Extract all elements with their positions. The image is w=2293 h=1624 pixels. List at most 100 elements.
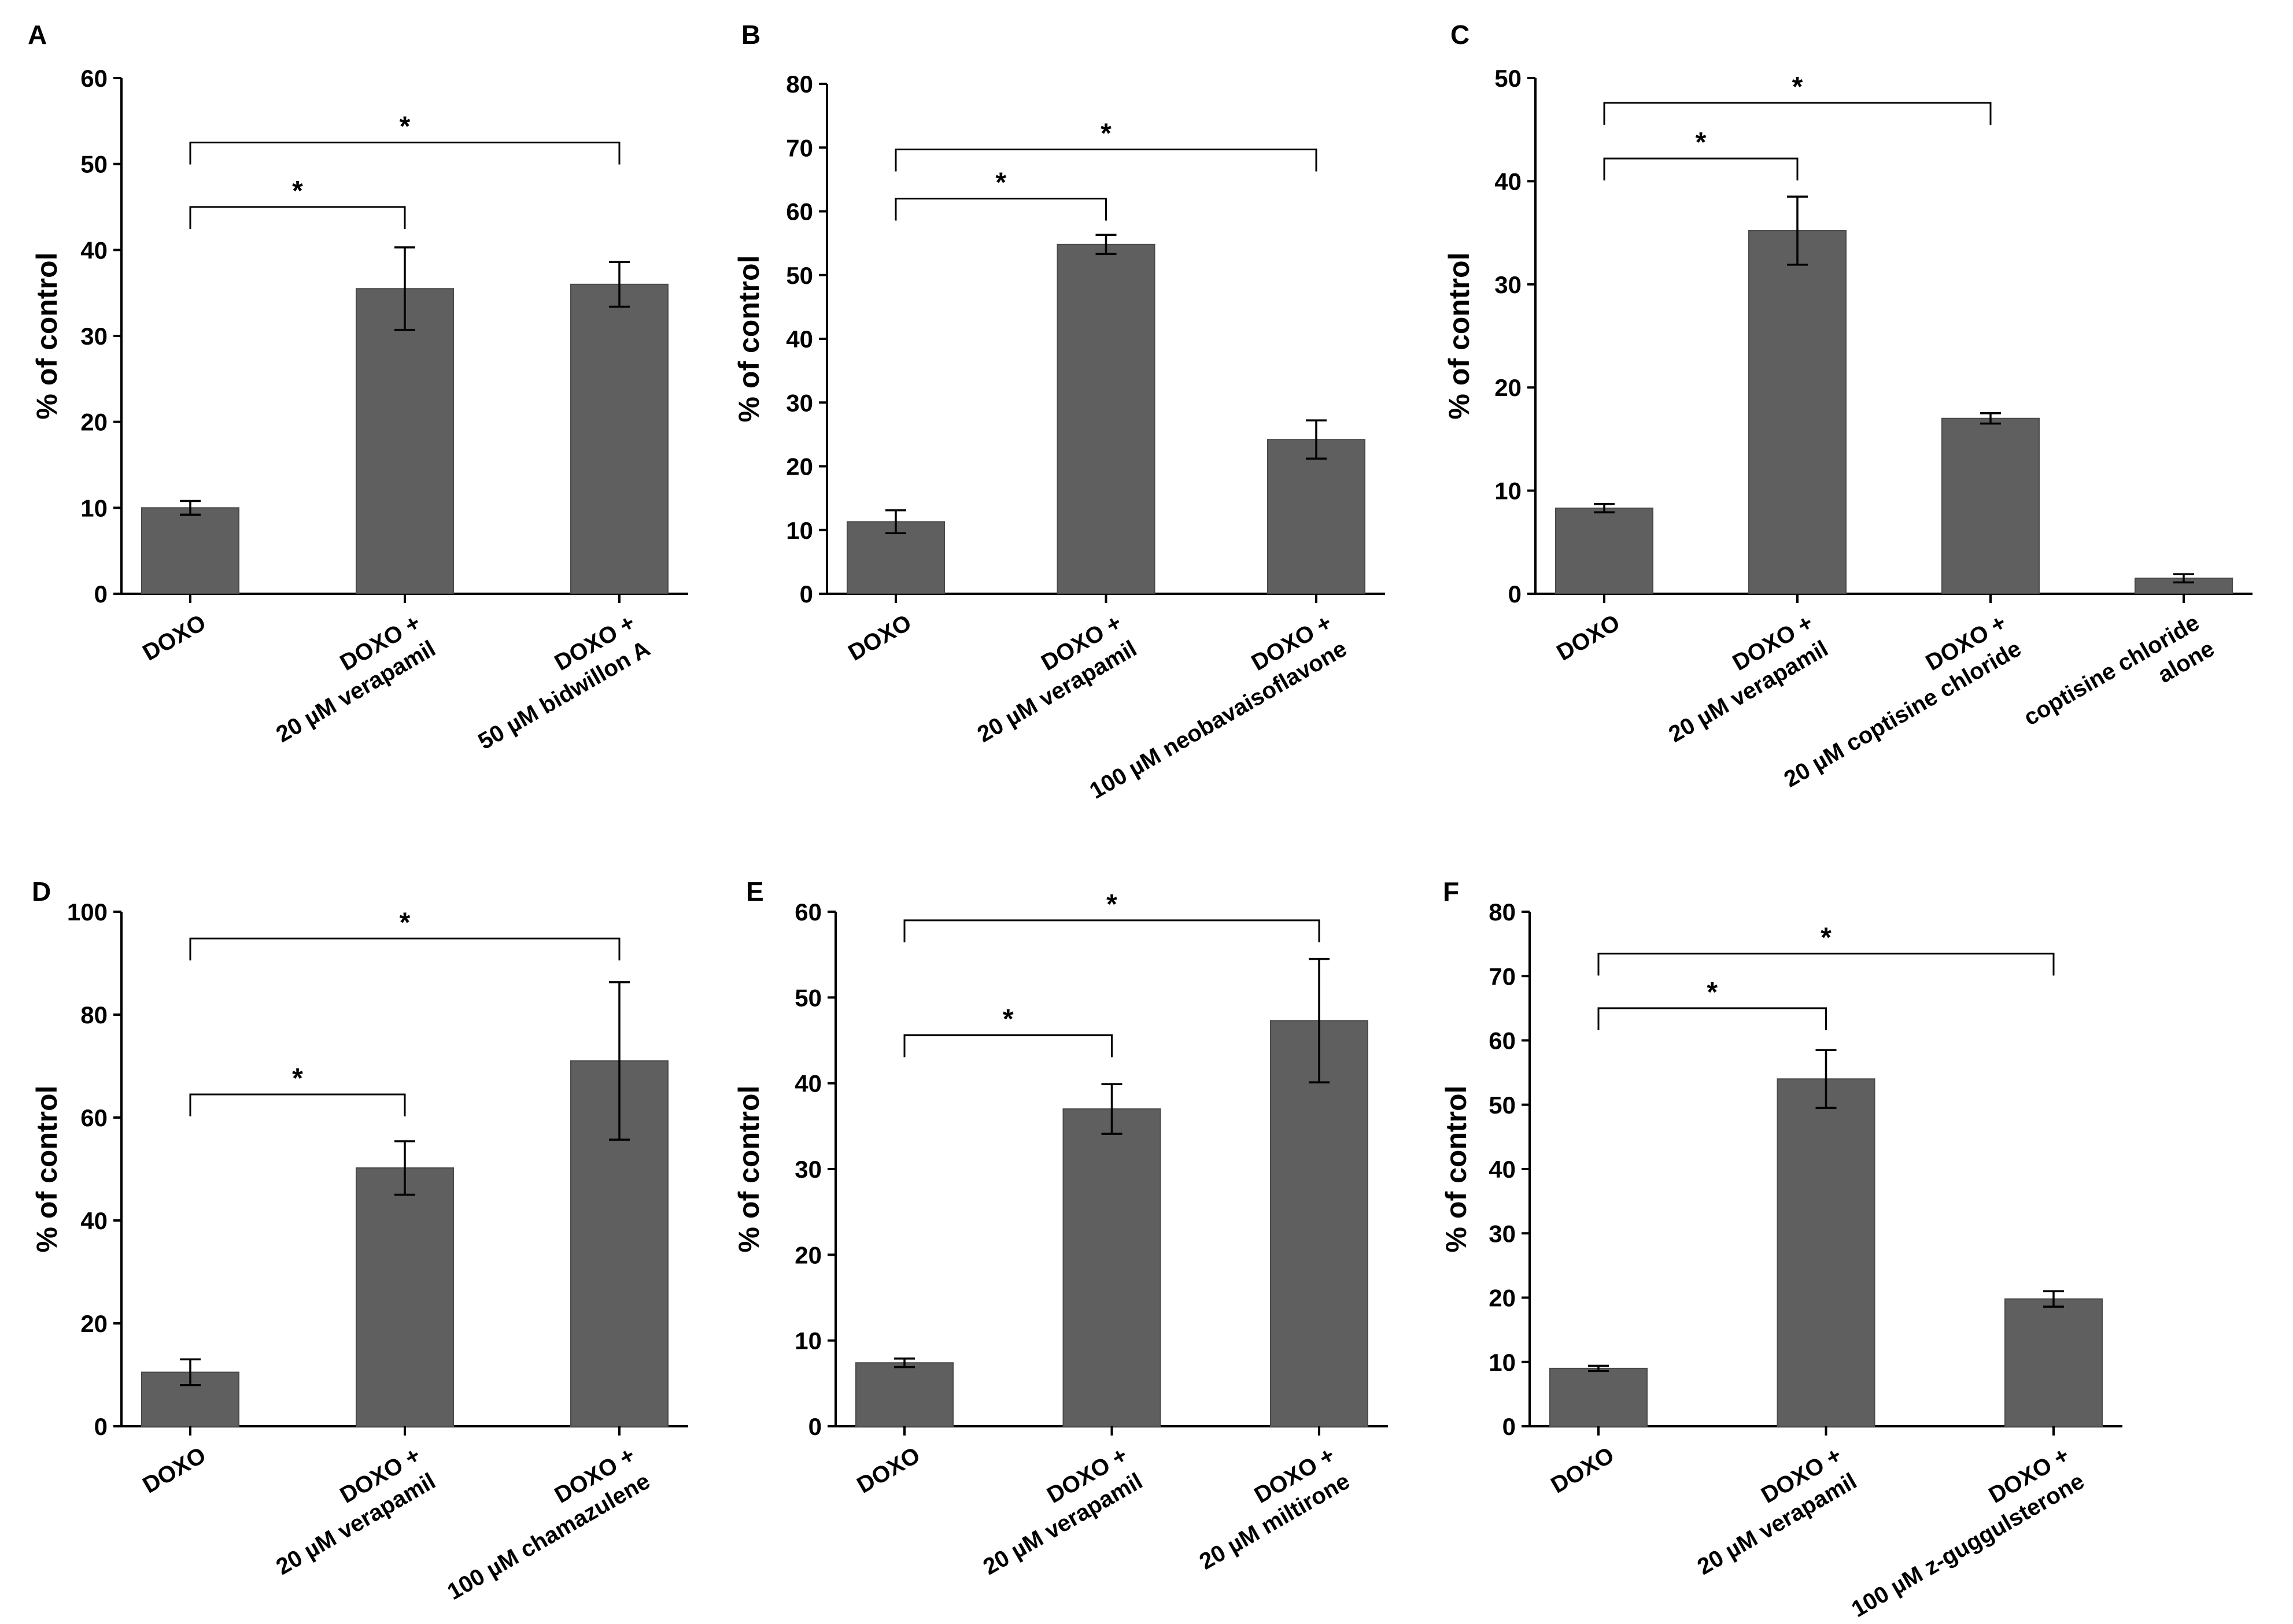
- bar: [1267, 439, 1365, 594]
- y-axis-title: % of control: [31, 253, 63, 420]
- significance-bracket: [1603, 102, 1992, 125]
- x-category-label: DOXO: [138, 1442, 210, 1499]
- x-category-label-line: 100 µM chamazulene: [443, 1468, 654, 1605]
- y-axis-title: % of control: [733, 1086, 765, 1253]
- bar: [855, 1362, 954, 1427]
- y-tick-label: 20: [1494, 374, 1522, 401]
- significance-star: *: [1696, 127, 1707, 158]
- significance-star: *: [1821, 922, 1832, 953]
- significance-bracket: [1603, 157, 1799, 181]
- bar: [1270, 1020, 1368, 1427]
- chart-panel-c: C % of control 0 10 20 30 40 50 DOXO DOXO +20 µM …: [1443, 20, 2253, 793]
- y-tick-label: 40: [786, 325, 813, 353]
- y-tick-label: 80: [80, 1001, 108, 1029]
- x-category-label-line: 100 µM z-guggulsterone: [1847, 1468, 2088, 1622]
- significance-bracket: [1597, 952, 2055, 976]
- bar: [570, 283, 669, 594]
- chart-panel-e: E % of control 0 10 20 30 40 50 60 DOXO DOXO +20 µ…: [733, 876, 1388, 1580]
- y-tick-label: 0: [1508, 580, 1522, 608]
- x-category-label: DOXO +20 µM verapamil: [257, 610, 440, 748]
- bar: [141, 507, 239, 594]
- x-category-label: coptisine chloridealone: [2019, 610, 2218, 757]
- bar: [1549, 1367, 1648, 1427]
- y-tick-label: 10: [795, 1327, 822, 1355]
- panel-letter: E: [746, 876, 764, 907]
- y-tick-label: 10: [786, 517, 813, 544]
- x-category-label-line: DOXO: [844, 610, 915, 666]
- bar: [356, 288, 454, 594]
- bar: [1057, 243, 1155, 594]
- x-category-label: DOXO +100 µM chamazulene: [428, 1442, 654, 1605]
- significance-star: *: [400, 112, 411, 142]
- significance-bracket: [1597, 1007, 1827, 1030]
- y-tick-label: 30: [795, 1156, 822, 1183]
- y-tick-label: 40: [1489, 1156, 1516, 1183]
- significance-bracket: [189, 1093, 406, 1116]
- panel-letter: C: [1450, 20, 1469, 50]
- y-tick-label: 60: [795, 898, 822, 926]
- y-tick-label: 50: [1489, 1092, 1516, 1119]
- significance-star: *: [995, 167, 1006, 198]
- x-category-label: DOXO +20 µM miltirone: [1180, 1442, 1354, 1575]
- y-axis-title: % of control: [1443, 253, 1475, 420]
- x-category-label: DOXO +20 µM verapamil: [257, 1442, 440, 1580]
- x-category-label-line: DOXO: [1552, 610, 1624, 666]
- significance-bracket: [895, 197, 1107, 221]
- y-tick-label: 50: [1494, 65, 1522, 92]
- y-tick-label: 0: [94, 580, 108, 608]
- chart-panel-f: F % of control 0 10 20 30 40 50 60 70 80 DOXO DOXO +…: [1440, 876, 2122, 1622]
- y-tick-label: 60: [1489, 1027, 1516, 1055]
- y-axis-title: % of control: [733, 256, 765, 423]
- panel-letter: A: [28, 20, 47, 50]
- y-tick-label: 60: [80, 65, 108, 92]
- y-tick-label: 10: [80, 494, 108, 521]
- significance-bracket: [895, 149, 1317, 172]
- x-category-label-line: DOXO: [138, 610, 210, 666]
- y-tick-label: 70: [786, 134, 813, 161]
- y-tick-label: 80: [786, 71, 813, 98]
- significance-bracket: [903, 919, 1320, 942]
- y-tick-label: 100: [67, 898, 108, 926]
- x-category-label: DOXO +100 µM z-guggulsterone: [1832, 1442, 2088, 1622]
- significance-star: *: [1003, 1004, 1014, 1035]
- y-tick-label: 0: [1502, 1413, 1516, 1440]
- y-tick-label: 30: [1489, 1220, 1516, 1247]
- chart-panel-a: A % of control 0 10 20 30 40 50 60 DOXO DOXO +20 µ…: [28, 20, 688, 754]
- significance-star: *: [1792, 72, 1803, 102]
- bar: [1748, 230, 1847, 595]
- significance-bracket: [189, 937, 621, 961]
- x-category-label-line: DOXO: [138, 1442, 210, 1499]
- significance-star: *: [1101, 119, 1112, 149]
- x-category-label: DOXO +20 µM verapamil: [1678, 1442, 1861, 1580]
- y-tick-label: 40: [795, 1070, 822, 1097]
- bar: [1777, 1078, 1875, 1427]
- x-category-label: DOXO +20 µM verapamil: [964, 1442, 1147, 1580]
- y-tick-label: 20: [1489, 1285, 1516, 1312]
- x-category-label: DOXO +50 µM bidwillon A: [459, 610, 654, 755]
- bar: [2004, 1298, 2103, 1427]
- y-tick-label: 50: [786, 262, 813, 289]
- y-tick-label: 10: [1489, 1349, 1516, 1376]
- significance-bracket: [189, 206, 406, 229]
- y-tick-label: 50: [795, 984, 822, 1011]
- y-tick-label: 20: [795, 1241, 822, 1268]
- significance-star: *: [292, 1063, 303, 1094]
- y-tick-label: 60: [786, 198, 813, 225]
- y-tick-label: 0: [800, 580, 813, 608]
- y-tick-label: 60: [80, 1104, 108, 1131]
- significance-bracket: [189, 142, 621, 165]
- x-category-label: DOXO: [852, 1442, 924, 1499]
- y-tick-label: 70: [1489, 963, 1516, 990]
- significance-star: *: [1707, 977, 1718, 1008]
- y-tick-label: 20: [786, 453, 813, 480]
- bar: [356, 1167, 454, 1427]
- chart-panel-b: B % of control 0 10 20 30 40 50 60 70 80 DOXO DOXO +…: [733, 20, 1385, 804]
- y-tick-label: 0: [94, 1413, 108, 1440]
- y-tick-label: 30: [786, 389, 813, 416]
- panel-letter: D: [32, 876, 51, 907]
- bar: [1555, 507, 1653, 594]
- y-tick-label: 20: [80, 409, 108, 436]
- x-category-label: DOXO: [1552, 610, 1624, 666]
